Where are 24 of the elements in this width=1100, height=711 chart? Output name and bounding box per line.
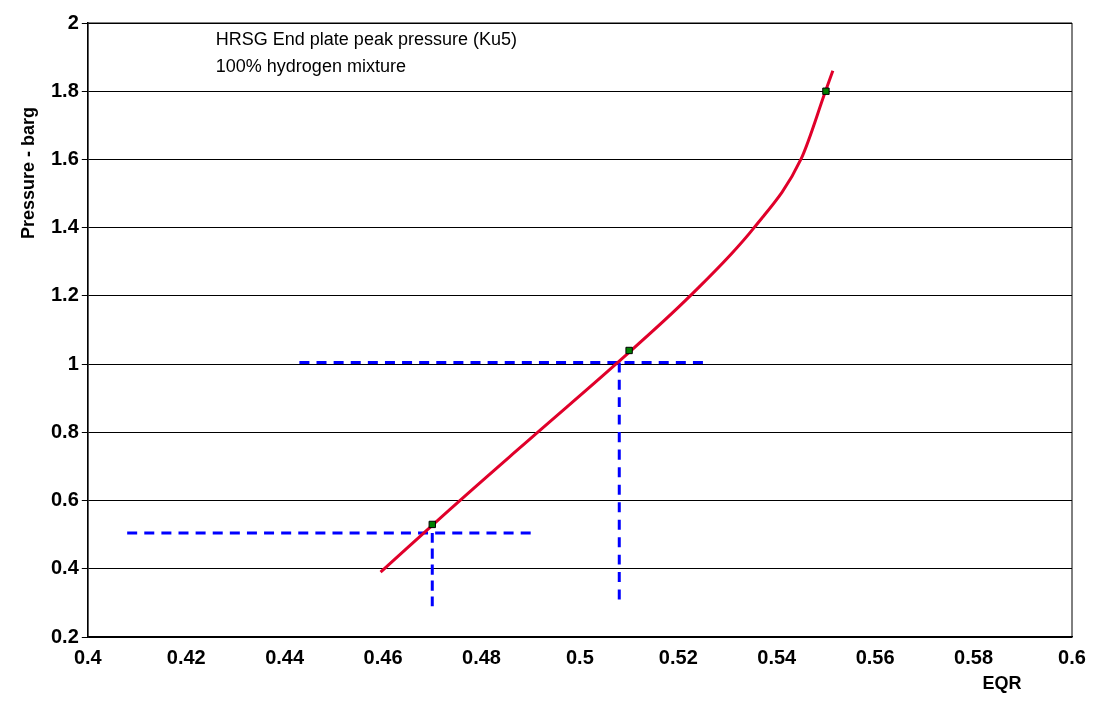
x-tick-label: 0.54 bbox=[757, 645, 798, 668]
y-tick-label: 1.6 bbox=[50, 146, 79, 169]
y-tick-label: 0.2 bbox=[50, 624, 79, 647]
x-tick-label: 0.46 bbox=[363, 645, 403, 668]
y-tick-label: 0.6 bbox=[50, 488, 79, 511]
y-axis-title: Pressure - barg bbox=[17, 106, 38, 240]
x-tick-label: 0.52 bbox=[658, 645, 698, 668]
x-tick-label: 0.58 bbox=[954, 645, 994, 668]
y-tick-label: 1.4 bbox=[50, 215, 80, 238]
x-tick-label: 0.56 bbox=[855, 645, 895, 668]
x-tick-label: 0.44 bbox=[265, 645, 305, 668]
annotation: 100% hydrogen mixture bbox=[215, 55, 406, 76]
y-tick-label: 0.8 bbox=[50, 419, 79, 442]
x-axis-title: EQR bbox=[982, 672, 1022, 693]
y-tick-label: 1.2 bbox=[50, 283, 79, 306]
x-tick-label: 0.6 bbox=[1058, 645, 1086, 668]
y-tick-label: 0.4 bbox=[50, 556, 80, 579]
x-tick-label: 0.5 bbox=[566, 645, 594, 668]
y-tick-label: 1.8 bbox=[50, 78, 79, 101]
y-tick-label: 2 bbox=[67, 10, 79, 33]
annotation: HRSG End plate peak pressure (Ku5) bbox=[215, 28, 517, 49]
y-tick-label: 1 bbox=[67, 351, 79, 374]
x-tick-label: 0.48 bbox=[462, 645, 501, 668]
x-tick-label: 0.42 bbox=[166, 645, 206, 668]
